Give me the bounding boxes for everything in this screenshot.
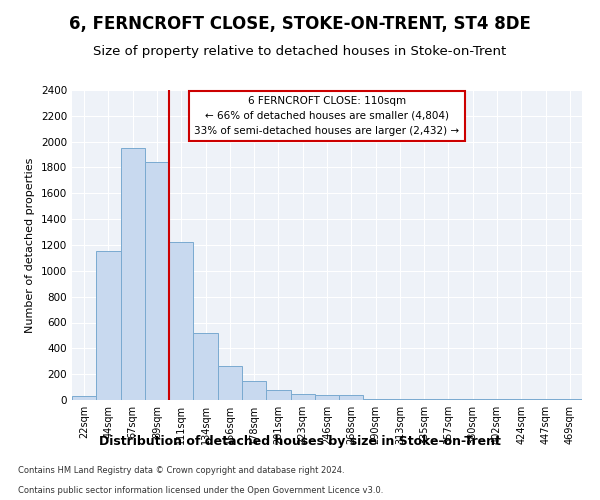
- Bar: [72, 396, 96, 400]
- Bar: [121, 148, 145, 400]
- Y-axis label: Number of detached properties: Number of detached properties: [25, 158, 35, 332]
- Bar: [242, 380, 266, 400]
- Text: Contains HM Land Registry data © Crown copyright and database right 2024.: Contains HM Land Registry data © Crown c…: [18, 466, 344, 475]
- Bar: [558, 398, 582, 400]
- Bar: [218, 366, 242, 400]
- Text: Contains public sector information licensed under the Open Government Licence v3: Contains public sector information licen…: [18, 486, 383, 495]
- Bar: [193, 333, 218, 400]
- Text: 6, FERNCROFT CLOSE, STOKE-ON-TRENT, ST4 8DE: 6, FERNCROFT CLOSE, STOKE-ON-TRENT, ST4 …: [69, 15, 531, 33]
- Text: Distribution of detached houses by size in Stoke-on-Trent: Distribution of detached houses by size …: [99, 435, 501, 448]
- Bar: [315, 395, 339, 400]
- Text: Size of property relative to detached houses in Stoke-on-Trent: Size of property relative to detached ho…: [94, 45, 506, 58]
- Bar: [145, 162, 169, 400]
- Bar: [169, 242, 193, 400]
- Bar: [290, 394, 315, 400]
- Bar: [339, 396, 364, 400]
- Text: 6 FERNCROFT CLOSE: 110sqm
← 66% of detached houses are smaller (4,804)
33% of se: 6 FERNCROFT CLOSE: 110sqm ← 66% of detac…: [194, 96, 460, 136]
- Bar: [96, 251, 121, 400]
- Bar: [266, 390, 290, 400]
